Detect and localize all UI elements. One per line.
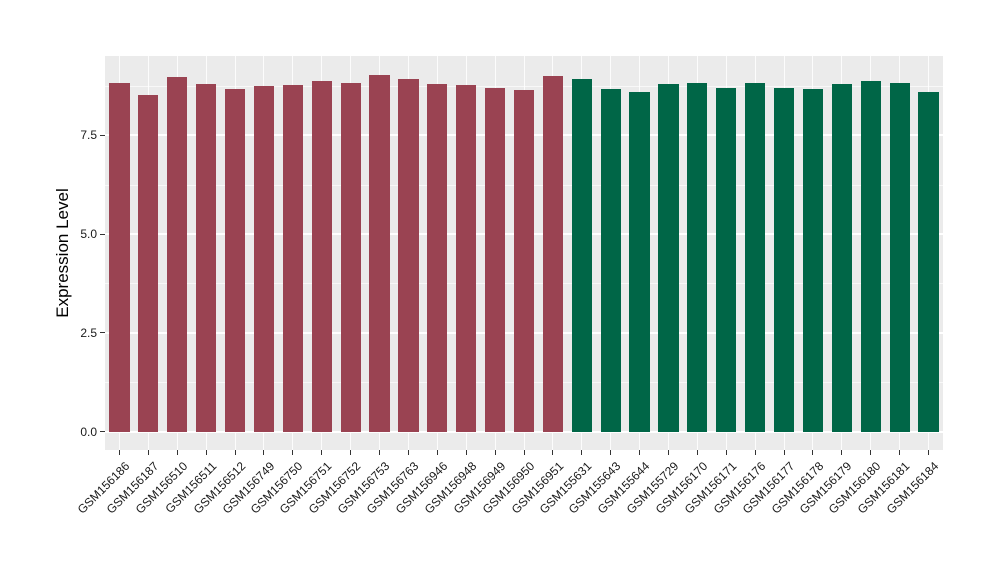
bar-GSM156946	[427, 84, 448, 432]
x-tick-mark	[783, 450, 785, 455]
bar-GSM155631	[571, 78, 592, 432]
y-tick-label: 2.5	[80, 325, 97, 340]
bar-GSM155643	[600, 88, 621, 432]
bar-GSM156753	[369, 74, 390, 432]
x-tick-mark	[118, 450, 120, 455]
bar-GSM156752	[340, 82, 361, 432]
bar-GSM156180	[860, 80, 881, 432]
bar-GSM156179	[831, 83, 852, 432]
bar-GSM156950	[513, 89, 535, 432]
x-tick-mark	[292, 450, 294, 455]
x-tick-mark	[436, 450, 438, 455]
plot-panel	[105, 56, 943, 450]
x-tick-mark	[928, 450, 930, 455]
x-tick-mark	[899, 450, 901, 455]
x-tick-mark	[234, 450, 236, 455]
bar-GSM156181	[889, 82, 910, 432]
x-tick-mark	[841, 450, 843, 455]
bar-GSM156178	[802, 89, 824, 432]
y-tick-label: 0.0	[80, 424, 97, 439]
x-tick-mark	[147, 450, 149, 455]
bar-GSM156511	[196, 83, 217, 432]
x-tick-mark	[552, 450, 554, 455]
y-tick-label: 7.5	[80, 128, 97, 143]
x-tick-mark	[494, 450, 496, 455]
x-tick-mark	[870, 450, 872, 455]
bar-GSM156750	[282, 84, 303, 432]
x-tick-mark	[350, 450, 352, 455]
bar-GSM156170	[687, 82, 708, 432]
bar-GSM156186	[109, 82, 130, 432]
x-tick-mark	[321, 450, 323, 455]
bar-GSM156749	[253, 85, 275, 432]
x-tick-mark	[812, 450, 814, 455]
x-tick-mark	[407, 450, 409, 455]
x-tick-mark	[523, 450, 525, 455]
bar-GSM156512	[224, 89, 246, 432]
bar-GSM156948	[456, 85, 477, 432]
x-tick-mark	[667, 450, 669, 455]
bar-GSM156751	[311, 80, 332, 432]
x-tick-mark	[176, 450, 178, 455]
bar-GSM156951	[542, 76, 563, 432]
bar-GSM155729	[658, 84, 679, 432]
y-tick-mark	[100, 431, 105, 433]
x-tick-mark	[639, 450, 641, 455]
x-tick-mark	[205, 450, 207, 455]
x-tick-mark	[754, 450, 756, 455]
bar-GSM156763	[398, 79, 419, 432]
x-tick-mark	[379, 450, 381, 455]
x-tick-mark	[610, 450, 612, 455]
bar-GSM156949	[484, 88, 506, 432]
y-axis-title: Expression Level	[53, 188, 72, 318]
bar-GSM155644	[629, 91, 650, 432]
x-tick-mark	[263, 450, 265, 455]
y-tick-mark	[100, 233, 105, 235]
x-tick-mark	[696, 450, 698, 455]
y-tick-mark	[100, 332, 105, 334]
bar-GSM156171	[716, 88, 737, 432]
bar-GSM156184	[918, 91, 939, 432]
x-tick-mark	[581, 450, 583, 455]
bar-GSM156187	[138, 95, 159, 432]
y-tick-label: 5.0	[80, 227, 97, 241]
bar-GSM156176	[745, 82, 766, 432]
x-tick-mark	[725, 450, 727, 455]
y-tick-mark	[100, 134, 105, 136]
bar-GSM156510	[167, 76, 188, 432]
bar-GSM156177	[773, 88, 795, 432]
x-tick-mark	[465, 450, 467, 455]
